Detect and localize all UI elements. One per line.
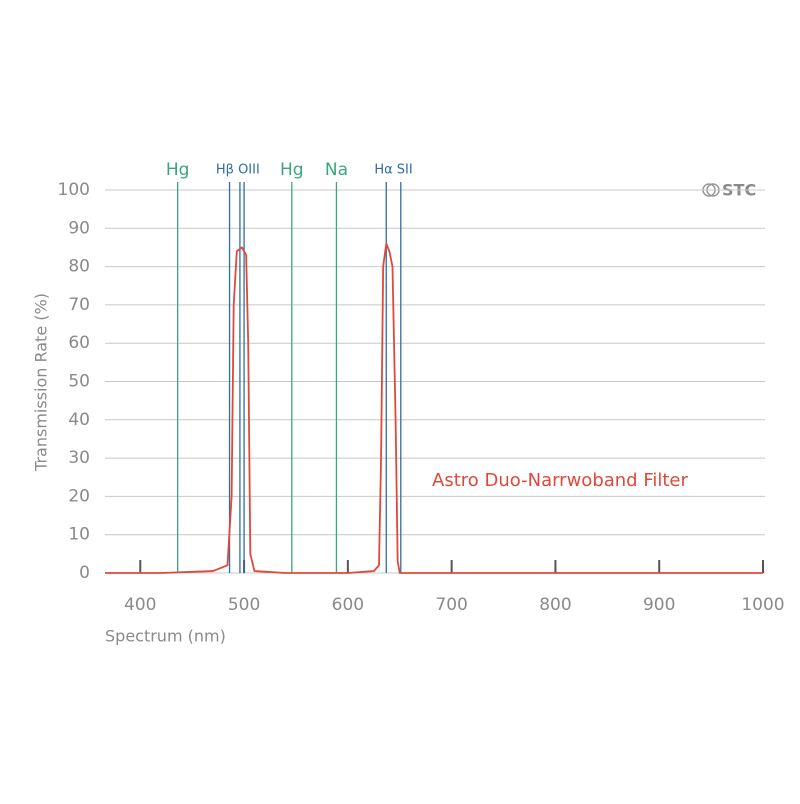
y-tick-label: 60	[68, 333, 90, 353]
y-tick-label: 40	[68, 410, 90, 430]
x-tick-label: 700	[435, 595, 467, 615]
y-axis-label: Transmission Rate (%)	[32, 293, 51, 472]
x-tick-label: 600	[332, 595, 364, 615]
x-tick-label: 900	[643, 595, 675, 615]
y-tick-label: 30	[68, 448, 90, 468]
x-tick-label: 800	[539, 595, 571, 615]
x-axis-label: Spectrum (nm)	[105, 627, 226, 646]
y-tick-label: 70	[68, 295, 90, 315]
reference-label: Hg	[166, 160, 190, 180]
y-tick-label: 10	[68, 525, 90, 545]
y-tick-label: 100	[58, 180, 90, 200]
y-tick-label: 80	[68, 257, 90, 277]
x-tick-label: 500	[228, 595, 260, 615]
reference-label: Hα SII	[374, 163, 412, 178]
y-tick-label: 90	[68, 218, 90, 238]
x-tick-label: 400	[124, 595, 156, 615]
legend-label: Astro Duo-Narrwoband Filter	[432, 470, 689, 491]
reference-label: Na	[325, 160, 348, 180]
y-tick-label: 20	[68, 486, 90, 506]
reference-label: Hg	[280, 160, 304, 180]
y-tick-label: 0	[79, 563, 90, 583]
reference-label: Hβ OIII	[216, 163, 260, 178]
series-line	[105, 242, 763, 574]
y-tick-label: 50	[68, 372, 90, 392]
x-tick-label: 1000	[741, 595, 784, 615]
